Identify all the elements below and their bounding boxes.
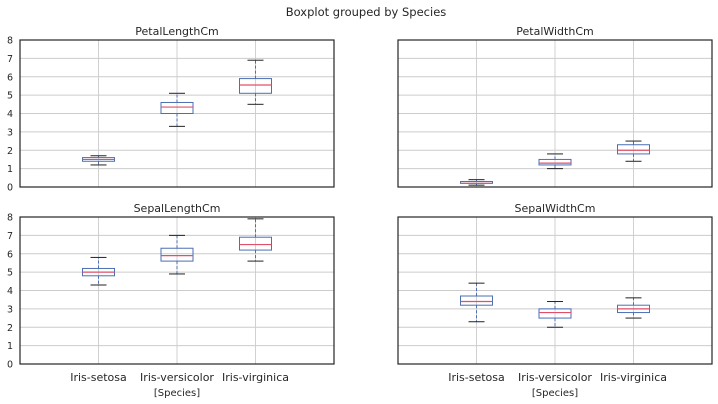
panel-sepalwidthcm: SepalWidthCm Iris-setosa Iris-versicolor Ir… (397, 202, 713, 399)
panel-frame (397, 39, 713, 188)
panel-petalwidthcm: PetalWidthCm (397, 25, 713, 188)
x-tick-label: Iris-virginica (600, 371, 667, 384)
box-iris-virginica (239, 218, 272, 262)
iqr-box (160, 247, 194, 262)
box-iris-versicolor (538, 301, 572, 328)
x-axis-label: [Species] (532, 388, 578, 399)
y-tick-label: 2 (7, 323, 13, 334)
y-tick-label: 0 (7, 183, 13, 194)
y-tick-label: 6 (7, 72, 13, 83)
box-iris-virginica (239, 59, 272, 105)
panel-title: SepalLengthCm (134, 202, 221, 215)
box-iris-virginica (617, 297, 650, 319)
y-tick-label: 4 (7, 109, 13, 120)
y-tick-label: 8 (7, 213, 13, 224)
y-tick-label: 0 (7, 360, 13, 371)
y-tick-label: 2 (7, 146, 13, 157)
iqr-box (538, 308, 572, 319)
box-iris-setosa (82, 256, 115, 286)
panel-title: PetalWidthCm (516, 25, 593, 38)
panel-petallengthcm: PetalLengthCm 0 1 2 3 4 5 6 7 8 (7, 25, 335, 194)
y-tick-label: 1 (7, 164, 13, 175)
panel-frame (19, 39, 335, 188)
iqr-box (460, 295, 493, 306)
y-tick-label: 5 (7, 268, 13, 279)
panel-title: SepalWidthCm (515, 202, 596, 215)
y-tick-label: 1 (7, 341, 13, 352)
x-tick-label: Iris-versicolor (518, 371, 592, 384)
x-tick-label: Iris-versicolor (140, 371, 214, 384)
iqr-box (239, 236, 272, 251)
x-tick-label: Iris-setosa (70, 371, 127, 384)
y-tick-label: 6 (7, 249, 13, 260)
iqr-box (617, 144, 650, 155)
iqr-box (160, 101, 194, 114)
y-tick-label: 7 (7, 231, 13, 242)
x-tick-label: Iris-setosa (448, 371, 505, 384)
box-iris-setosa (460, 282, 493, 323)
y-tick-label: 3 (7, 127, 13, 138)
panel-title: PetalLengthCm (135, 25, 218, 38)
y-tick-label: 3 (7, 304, 13, 315)
x-axis-label: [Species] (154, 388, 200, 399)
panel-frame (19, 216, 335, 365)
y-tick-label: 4 (7, 286, 13, 297)
iqr-box (239, 78, 272, 94)
figure-title: Boxplot grouped by Species (286, 5, 447, 19)
box-iris-virginica (617, 140, 650, 162)
y-tick-label: 7 (7, 54, 13, 65)
x-tick-label: Iris-virginica (222, 371, 289, 384)
box-iris-versicolor (160, 92, 194, 127)
box-iris-setosa (82, 155, 115, 166)
y-tick-label: 5 (7, 91, 13, 102)
iqr-box (538, 158, 572, 166)
y-tick-label: 8 (7, 36, 13, 47)
box-iris-versicolor (538, 153, 572, 170)
box-iris-setosa (460, 179, 493, 186)
panel-sepallengthcm: SepalLengthCm 0 1 2 3 4 5 6 7 8 Iris-setosa Iris-ve… (7, 202, 335, 399)
box-iris-versicolor (160, 234, 194, 275)
panel-frame (397, 216, 713, 365)
